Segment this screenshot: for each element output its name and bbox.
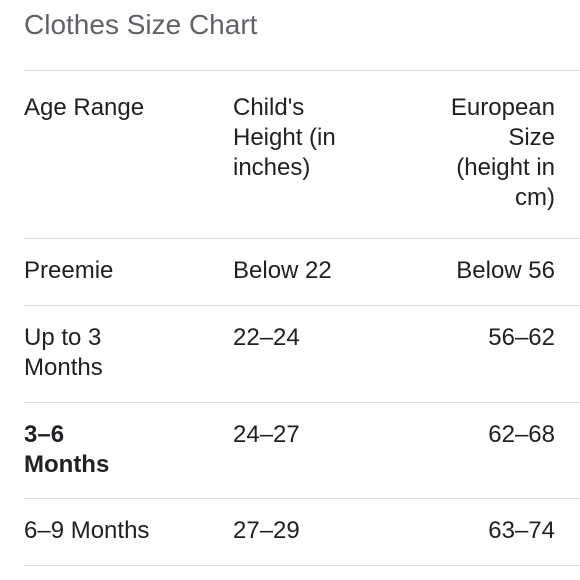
table-cell: Preemie <box>24 257 114 284</box>
table-cell: 56–62 <box>488 324 555 351</box>
table-cell: Up to 3 Months <box>24 324 103 381</box>
divider <box>24 402 580 403</box>
table-cell: 22–24 <box>233 324 300 351</box>
table-cell: 63–74 <box>488 517 555 544</box>
divider <box>24 565 580 566</box>
table-cell: Below 22 <box>233 257 332 284</box>
divider <box>24 238 580 239</box>
column-header: Age Range <box>24 94 145 121</box>
column-header: Child's Height (in inches) <box>233 94 336 181</box>
divider <box>24 70 580 71</box>
column-header: European Size (height in cm) <box>450 94 555 211</box>
divider <box>24 305 580 306</box>
divider <box>24 498 580 499</box>
title: Clothes Size Chart <box>24 9 258 40</box>
table-cell: 24–27 <box>233 421 300 448</box>
table-cell: 3–6 Months <box>24 421 110 478</box>
table-cell: 27–29 <box>233 517 300 544</box>
table-cell: 62–68 <box>488 421 555 448</box>
table-cell: Below 56 <box>456 257 555 284</box>
table-cell: 6–9 Months <box>24 517 150 544</box>
